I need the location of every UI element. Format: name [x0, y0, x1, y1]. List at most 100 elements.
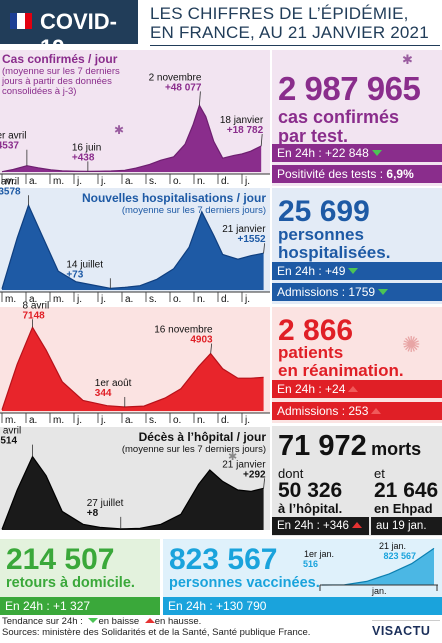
deaths-dont: dont	[278, 466, 304, 481]
x-tick-label: m.	[5, 294, 16, 305]
vaccine-chart: jan. 1er jan.516 21 jan.823 567	[303, 541, 438, 596]
deaths-number: 71 972	[278, 430, 367, 462]
annotation-label: 14 juillet	[66, 259, 103, 270]
x-tick-label: m.	[5, 415, 16, 426]
cases-label-line1: cas confirmés	[278, 107, 400, 127]
icu-number: 2 866	[278, 314, 354, 347]
annotation-value: +438	[72, 152, 95, 163]
hospital-admissions: Admissions : 1759	[277, 285, 376, 299]
series-area-3	[2, 456, 264, 530]
cases-title: Cas confirmés / jour	[2, 52, 118, 66]
x-tick-label: d.	[221, 176, 229, 187]
virus-icon-3: ✱	[402, 52, 413, 67]
returns-change: En 24h : +1 327	[5, 599, 91, 613]
cases-panel	[272, 50, 442, 186]
annotation-label: 1er avril	[0, 131, 26, 142]
annotation-value: +8	[87, 508, 99, 519]
flag-icon	[10, 13, 32, 29]
x-tick-label: m.	[53, 176, 64, 187]
trend-up-label: en hausse.	[154, 616, 202, 627]
trend-down-icon	[348, 268, 359, 274]
trend-down-icon	[88, 618, 99, 623]
deaths-change: En 24h : +346	[277, 520, 349, 532]
annotation-leader	[260, 133, 263, 147]
hosp-title: Nouvelles hospitalisations / jour	[82, 191, 266, 205]
hospital-number: 25 699	[278, 195, 370, 228]
ehpad-date-bar: au 19 jan.	[371, 517, 442, 535]
title-line-1: LES CHIFFRES DE L’ÉPIDÉMIE,	[150, 4, 409, 23]
x-tick-label: m.	[5, 176, 16, 187]
hospital-label: personnes hospitalisées.	[278, 226, 390, 262]
x-tick-label: a.	[125, 294, 133, 305]
hospital-change: En 24h : +49	[277, 264, 346, 278]
x-tick-label: j.	[100, 294, 106, 305]
vaccines-label: personnes vaccinées.	[169, 575, 320, 591]
x-tick-label: d.	[221, 415, 229, 426]
annotation-value: +1552	[237, 234, 266, 245]
x-tick-label: s.	[149, 176, 157, 187]
deaths-ehpad-number: 21 646	[374, 479, 439, 502]
virus-icon-4: ✺	[402, 332, 421, 357]
trend-up-icon	[348, 386, 359, 392]
brand-logo: VISACTU	[372, 620, 440, 640]
annotation-label: 2 novembre	[149, 72, 202, 83]
annotation-value: +18 782	[227, 125, 264, 136]
hospital-change-bar: En 24h : +49	[272, 262, 442, 280]
hospital-admissions-bar: Admissions : 1759	[272, 283, 442, 301]
annotation-leader	[210, 343, 213, 354]
annotation-label: 18 janvier	[220, 115, 264, 126]
deaths-hospital-label: à l’hôpital.	[278, 501, 343, 516]
hospital-label-line2: hospitalisées.	[278, 242, 391, 262]
x-tick-label: m.	[53, 415, 64, 426]
returns-number: 214 507	[6, 543, 115, 576]
trend-up-icon	[371, 408, 382, 414]
annotation-value: +4537	[0, 141, 19, 152]
annotation-value: +73	[66, 269, 83, 280]
badge-text: COVID-19	[40, 9, 117, 60]
trend-prefix: Tendance sur 24h :	[2, 616, 83, 627]
title-divider	[150, 45, 440, 46]
icu-label: patients en réanimation.	[278, 344, 404, 380]
vaccine-start-label: 1er jan.	[304, 549, 334, 559]
annotation-value: 4903	[190, 335, 213, 346]
cases-change-bar: En 24h : +22 848	[272, 144, 442, 162]
annotation-value: 7148	[22, 310, 45, 321]
hosp-subtitle: (moyenne sur les 7 derniers jours)	[122, 205, 266, 216]
deaths-ehpad-label: en Ehpad	[374, 501, 433, 516]
annotation-label: 21 janvier	[222, 224, 266, 235]
annotation-value: +514	[0, 436, 17, 447]
cases-number: 2 987 965	[278, 70, 421, 107]
annotation-leader	[263, 243, 265, 254]
charts-svg: m. a. m. j. j. a. s. o. n. d. j. m. a. m. j. j. a. s. o. n.…	[0, 50, 270, 530]
series-area-2	[2, 327, 264, 411]
vaccines-change: En 24h : +130 790	[168, 599, 267, 613]
series-line-3	[1, 455, 264, 530]
vaccine-start-value: 516	[303, 559, 318, 569]
x-tick-label: j.	[244, 294, 250, 305]
trend-legend: Tendance sur 24h : en baisse en hausse.	[2, 616, 201, 627]
icu-admissions: Admissions : 253	[277, 404, 369, 418]
x-tick-label: j.	[100, 176, 106, 187]
trend-down-icon	[378, 289, 389, 295]
x-tick-label: j.	[244, 415, 250, 426]
virus-icon: ✱	[114, 123, 124, 137]
annotation-label: 1er août	[95, 378, 132, 389]
annotation-label: 8 avril	[22, 300, 49, 311]
x-tick-label: a.	[29, 415, 37, 426]
x-tick-label: a.	[125, 415, 133, 426]
icu-change-bar: En 24h : +24	[272, 380, 442, 398]
ehpad-date: au 19 jan.	[376, 520, 427, 532]
vaccines-change-bar: En 24h : +130 790	[163, 597, 442, 615]
positivity-value: 6,9%	[386, 167, 414, 181]
deaths-word: morts	[371, 439, 422, 459]
x-tick-label: j.	[244, 176, 250, 187]
x-tick-label: a.	[29, 176, 37, 187]
vaccine-area	[322, 548, 434, 585]
x-tick-label: n.	[197, 176, 205, 187]
deaths-title: Décès à l’hôpital / jour	[139, 430, 267, 444]
x-tick-label: o.	[173, 294, 181, 305]
logo-text: VISACTU	[372, 624, 431, 638]
series-line-1	[1, 203, 264, 289]
x-tick-label: m.	[53, 294, 64, 305]
icu-change: En 24h : +24	[277, 382, 346, 396]
